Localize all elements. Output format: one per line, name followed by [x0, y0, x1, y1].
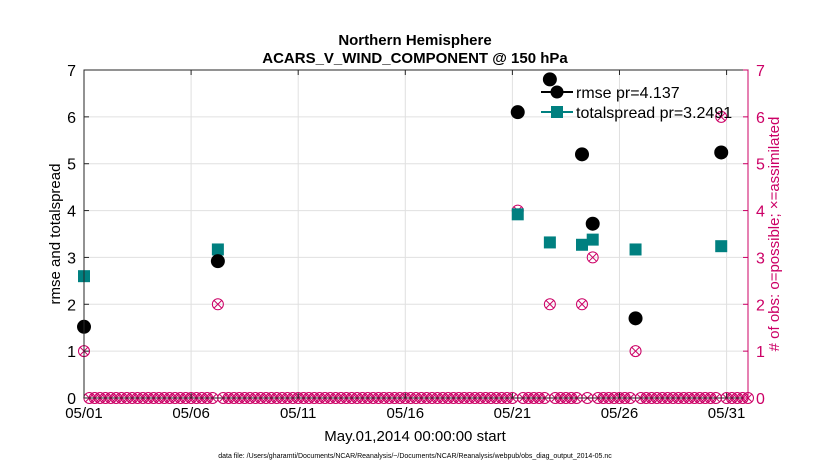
y-tick-label-left: 0: [67, 391, 76, 408]
totalspread-point: [586, 233, 599, 246]
y-tick-label-right: 6: [756, 110, 765, 127]
legend-rmse-marker: [550, 85, 564, 99]
axes: 05/01 05/06 05/11 05/16 05/21 05/26 05/31 0 1 2 3 4…: [65, 63, 765, 422]
y-tick-label-left: 7: [67, 63, 76, 80]
y-tick-label-left: 1: [67, 344, 76, 361]
rmse-point: [510, 105, 525, 120]
rmse-point: [542, 72, 557, 87]
rmse-series: [77, 72, 729, 334]
obs-cross-b: [577, 299, 587, 309]
x-tick-label: 05/16: [387, 405, 425, 422]
totalspread-point: [543, 236, 556, 249]
totalspread-point: [211, 243, 224, 256]
y-tick-label-right: 7: [756, 63, 765, 80]
legend: rmse pr=4.137 totalspread pr=3.2491: [541, 85, 732, 122]
rmse-point: [575, 147, 589, 162]
obs-cross-b: [545, 299, 555, 309]
y-tick-label-left: 3: [67, 250, 76, 267]
legend-rmse-label: rmse pr=4.137: [576, 85, 680, 102]
y-axis-label-left: rmse and totalspread: [47, 164, 64, 305]
obs-circle: [586, 251, 599, 264]
y-tick-label-right: 1: [756, 344, 765, 361]
x-tick-label: 05/31: [708, 405, 746, 422]
obs-marker: [715, 110, 728, 123]
y-tick-label-right: 4: [756, 204, 765, 221]
rmse-point: [628, 311, 643, 326]
rmse-point: [585, 216, 600, 231]
obs-cross-b: [716, 112, 726, 122]
totalspread-point: [576, 238, 588, 251]
y-tick-label-left: 2: [67, 297, 76, 314]
y-tick-label-left: 4: [67, 204, 76, 221]
totalspread-point: [629, 243, 642, 256]
chart-subtitle: ACARS_V_WIND_COMPONENT @ 150 hPa: [262, 50, 568, 67]
y-tick-label-left: 5: [67, 157, 76, 174]
rmse-point: [714, 145, 729, 160]
obs-marker: [586, 251, 599, 264]
totalspread-point: [511, 208, 524, 221]
legend-totalspread-marker: [551, 106, 563, 118]
y-tick-label-left: 6: [67, 110, 76, 127]
x-tick-label: 05/11: [280, 405, 316, 422]
x-tick-label: 05/01: [65, 405, 103, 422]
obs-circle: [211, 298, 224, 311]
x-tick-label: 05/21: [494, 405, 532, 422]
obs-circle: [543, 298, 556, 311]
y-tick-label-right: 5: [756, 157, 765, 174]
obs-marker: [211, 298, 224, 311]
y-tick-label-right: 0: [756, 391, 765, 408]
obs-circle: [715, 110, 728, 123]
obs-cross-b: [631, 346, 640, 356]
y-tick-label-right: 2: [756, 297, 765, 314]
y-axis-label-right: # of obs: o=possible; ×=assimilated: [766, 117, 783, 352]
obs-circle: [629, 345, 642, 358]
rmse-point: [210, 254, 225, 269]
chart-title: Northern Hemisphere: [338, 32, 491, 49]
legend-totalspread-label: totalspread pr=3.2491: [576, 105, 732, 122]
obs-marker: [543, 298, 556, 311]
obs-cross-b: [588, 253, 598, 262]
obs-marker: [576, 298, 588, 311]
x-axis-label: May.01,2014 00:00:00 start: [324, 428, 506, 445]
totalspread-point: [715, 240, 728, 253]
grid: [83, 69, 748, 399]
obs-cross-b: [213, 299, 223, 309]
x-tick-label: 05/26: [601, 405, 639, 422]
obs-circle: [576, 298, 588, 311]
x-tick-label: 05/06: [172, 405, 210, 422]
obs-marker: [629, 345, 642, 358]
y-tick-label-right: 3: [756, 250, 765, 267]
data-file-note: data file: /Users/gharamti/Documents/NCA…: [218, 453, 612, 460]
totalspread-series: [78, 208, 728, 283]
